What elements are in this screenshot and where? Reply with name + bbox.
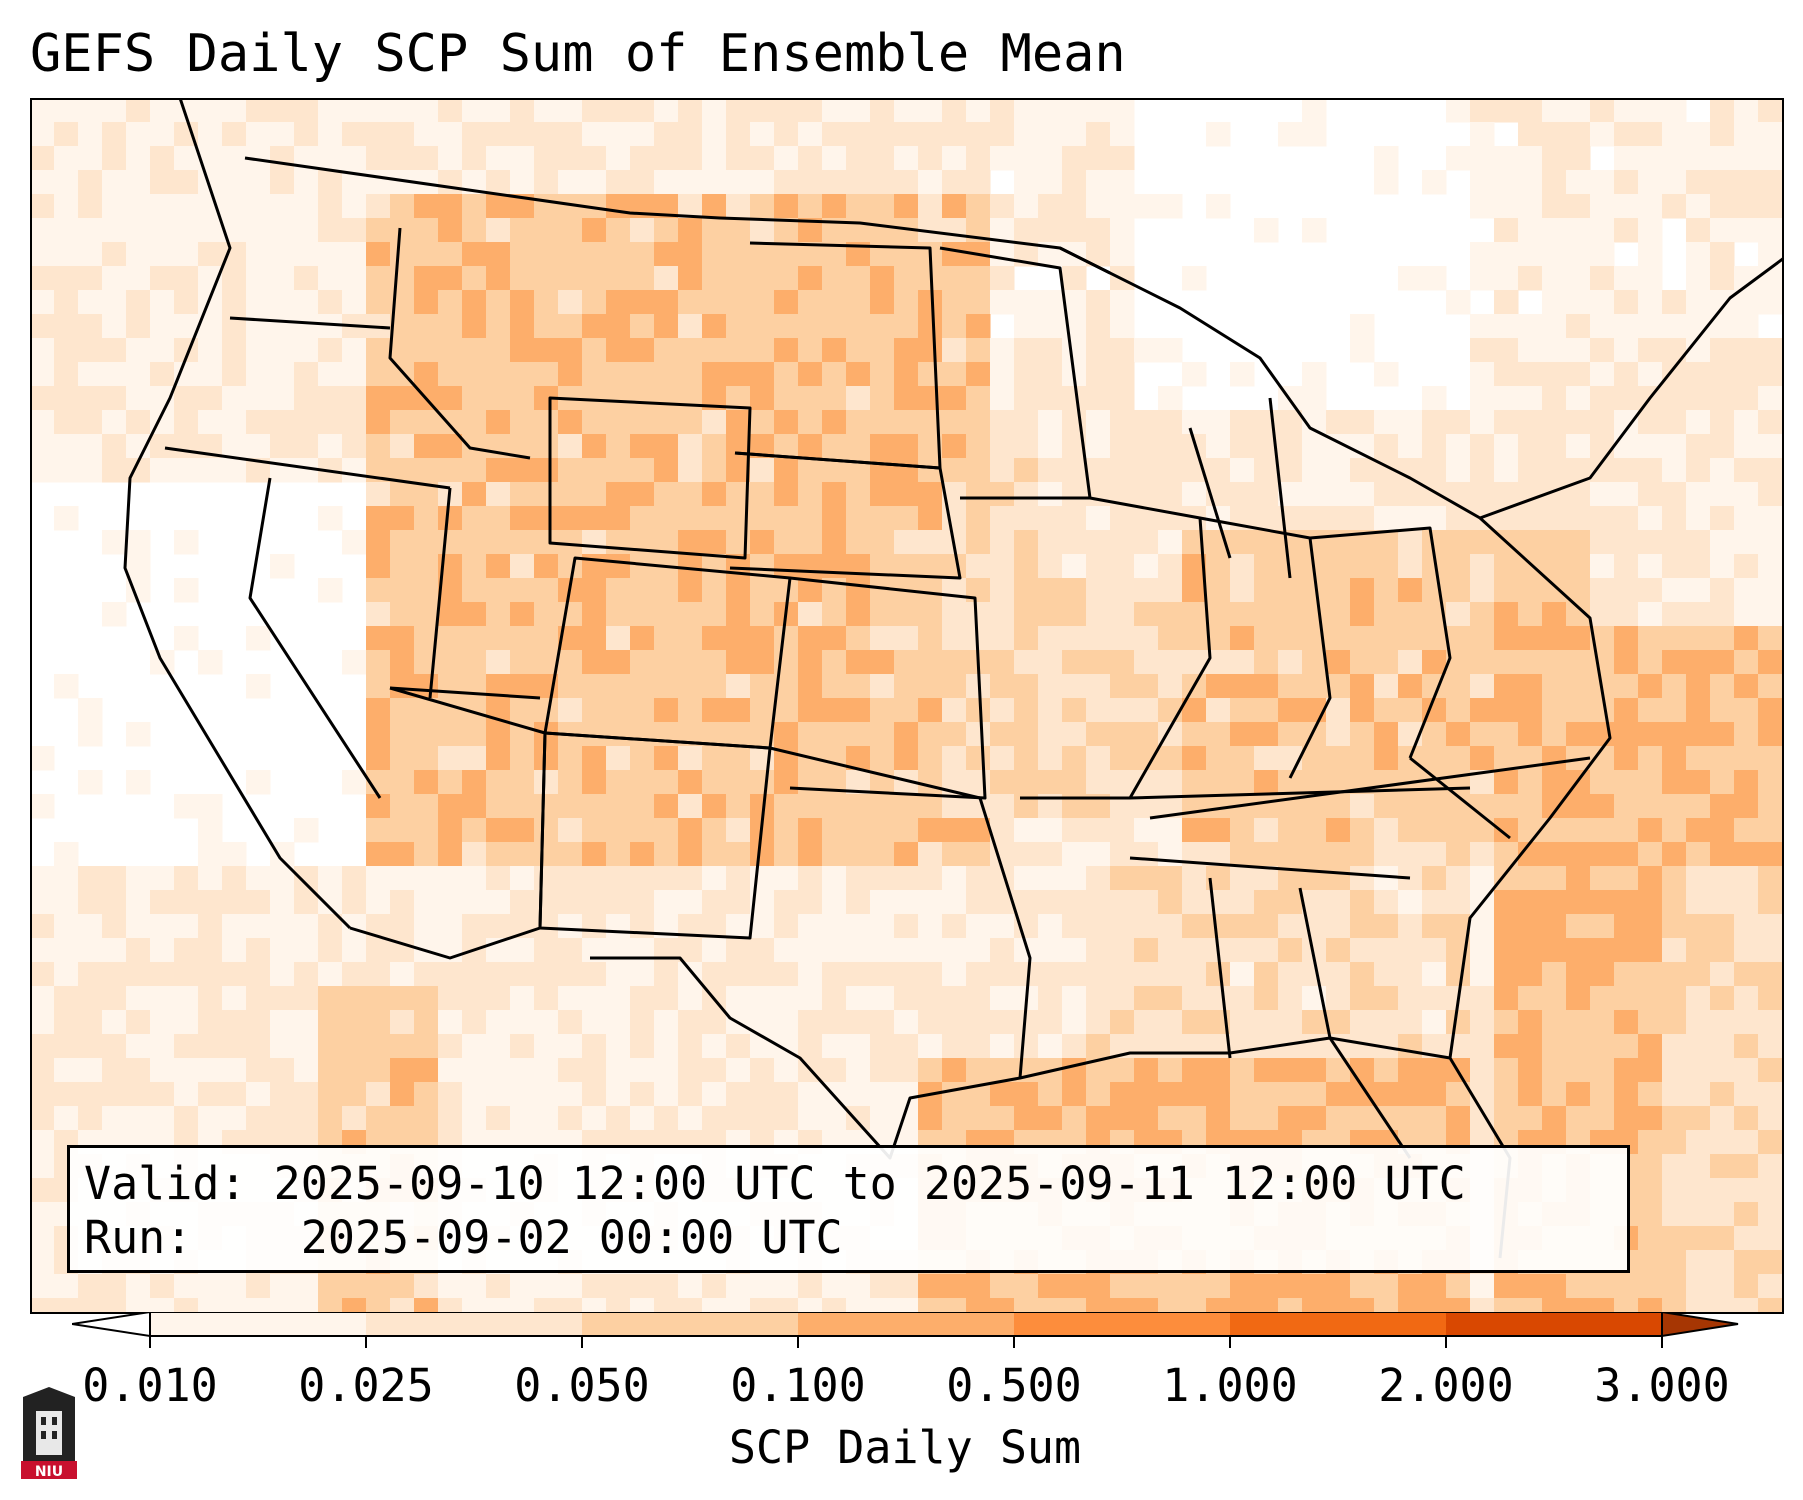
colorbar-tick-label-0: 0.010	[82, 1359, 218, 1412]
border-24	[1268, 397, 1292, 579]
border-26	[1448, 516, 1612, 1059]
border-15	[939, 246, 1092, 500]
border-8	[548, 396, 752, 560]
border-13	[729, 451, 962, 580]
border-4	[164, 446, 451, 490]
state-borders	[123, 98, 1784, 1259]
border-21	[1309, 526, 1452, 759]
border-23	[1188, 427, 1232, 559]
border-29	[1208, 877, 1232, 1059]
scp-shading	[30, 98, 1784, 1314]
border-19	[1020, 496, 1212, 800]
colorbar-extend-low	[72, 1312, 151, 1338]
border-28	[1129, 856, 1411, 880]
valid-run-box: Valid: 2025-09-10 12:00 UTC to 2025-09-1…	[67, 1145, 1630, 1273]
border-16	[590, 746, 1032, 1160]
border-0	[123, 98, 352, 930]
colorbar	[72, 1312, 1739, 1348]
border-32	[1409, 756, 1511, 840]
logo-band	[21, 1461, 77, 1479]
border-5	[248, 477, 382, 799]
niu-logo: NIU	[21, 1387, 77, 1480]
border-20	[1199, 516, 1332, 779]
run-value: 2025-09-02 00:00 UTC	[300, 1211, 843, 1264]
border-3	[229, 316, 391, 330]
colorbar-tick-label-2: 0.050	[514, 1359, 650, 1412]
colorbar-label: SCP Daily Sum	[728, 1421, 1082, 1474]
colorbar-tick-label-4: 0.500	[946, 1359, 1082, 1412]
border-30	[1298, 887, 1332, 1039]
border-7	[389, 686, 541, 700]
border-2	[388, 227, 531, 460]
colorbar-segment-0	[150, 1312, 366, 1336]
border-25	[1479, 256, 1784, 520]
border-11	[349, 686, 547, 960]
chart-title: GEFS Daily SCP Sum of Ensemble Mean	[30, 24, 1126, 84]
colorbar-segment-2	[582, 1312, 798, 1336]
colorbar-tick-label-1: 0.025	[298, 1359, 434, 1412]
colorbar-tick-label-6: 2.000	[1378, 1359, 1514, 1412]
colorbar-segment-3	[798, 1312, 1014, 1336]
colorbar-outline	[149, 1312, 1663, 1337]
colorbar-extend-high	[1661, 1312, 1739, 1338]
border-31	[1149, 756, 1591, 820]
border-22	[1059, 246, 1481, 520]
valid-value: 2025-09-10 12:00 UTC to 2025-09-11 12:00…	[273, 1157, 1466, 1210]
border-14	[789, 576, 987, 800]
valid-line: Valid: 2025-09-10 12:00 UTC to 2025-09-1…	[84, 1158, 1466, 1210]
colorbar-segment-1	[366, 1312, 582, 1336]
logo-tower	[36, 1411, 62, 1455]
logo-text: NIU	[35, 1464, 63, 1480]
colorbar-segment-6	[1446, 1312, 1662, 1336]
run-line: Run: 2025-09-02 00:00 UTC	[84, 1212, 843, 1264]
colorbar-segment-5	[1230, 1312, 1446, 1336]
border-17	[1019, 1036, 1412, 1159]
valid-label: Valid:	[84, 1157, 247, 1210]
map-panel	[30, 98, 1784, 1314]
colorbar-tick-label-3: 0.100	[730, 1359, 866, 1412]
colorbar-tick-label-5: 1.000	[1162, 1359, 1298, 1412]
border-27	[1129, 786, 1471, 800]
colorbar-segment-4	[1014, 1312, 1230, 1336]
border-6	[428, 487, 452, 699]
colorbar-tick-label-7: 3.000	[1594, 1359, 1730, 1412]
run-label: Run:	[84, 1211, 193, 1264]
